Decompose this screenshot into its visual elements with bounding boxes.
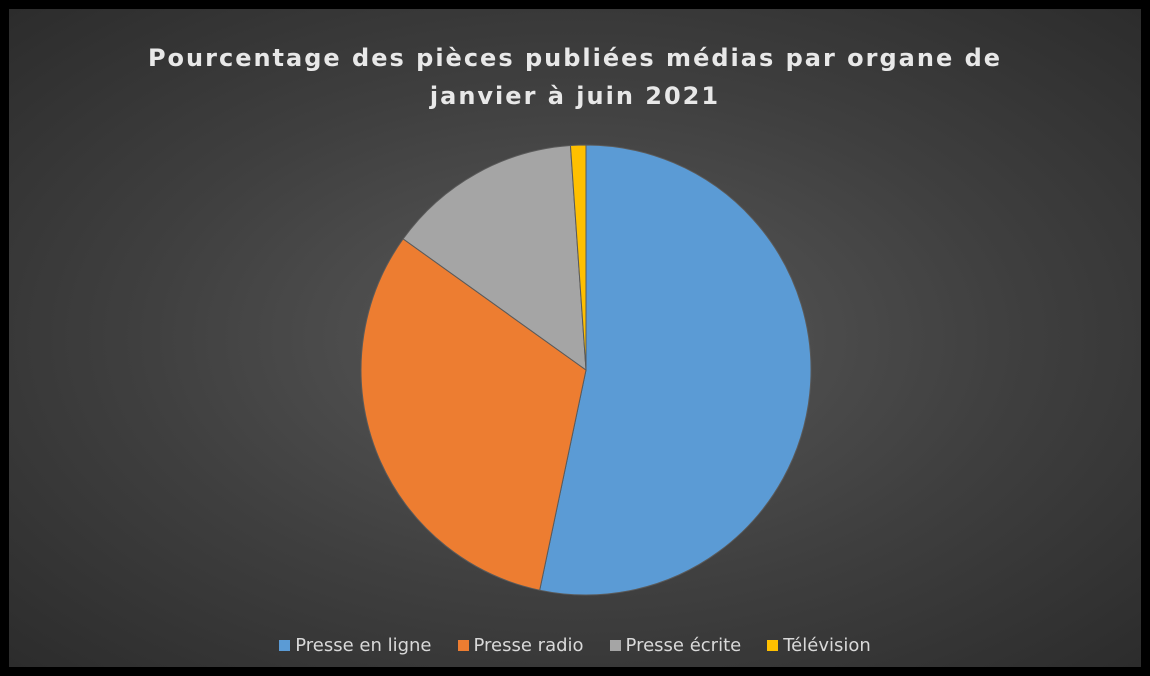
legend-item: Télévision	[767, 635, 871, 656]
legend-item: Presse en ligne	[279, 635, 432, 656]
legend-item: Presse écrite	[609, 635, 742, 656]
legend: Presse en ligne Presse radio Presse écrite…	[9, 635, 1141, 656]
plot	[360, 144, 812, 596]
pie-slice	[402, 145, 587, 372]
legend-label: Presse en ligne	[295, 635, 432, 656]
chart-title: Pourcentage des pièces publiées médias p…	[147, 44, 1003, 110]
legend-label: Presse radio	[473, 635, 584, 656]
legend-swatch	[279, 640, 291, 651]
chart: Pourcentage des pièces publiées médias p…	[9, 9, 1141, 667]
pie-slice	[360, 238, 587, 591]
pie-slice	[569, 144, 587, 371]
legend-swatch	[609, 640, 621, 651]
legend-item: Presse radio	[457, 635, 584, 656]
legend-swatch	[767, 640, 779, 651]
legend-label: Télévision	[783, 635, 871, 656]
pie-slice	[539, 144, 812, 596]
legend-label: Presse écrite	[625, 635, 742, 656]
legend-swatch	[457, 640, 469, 651]
